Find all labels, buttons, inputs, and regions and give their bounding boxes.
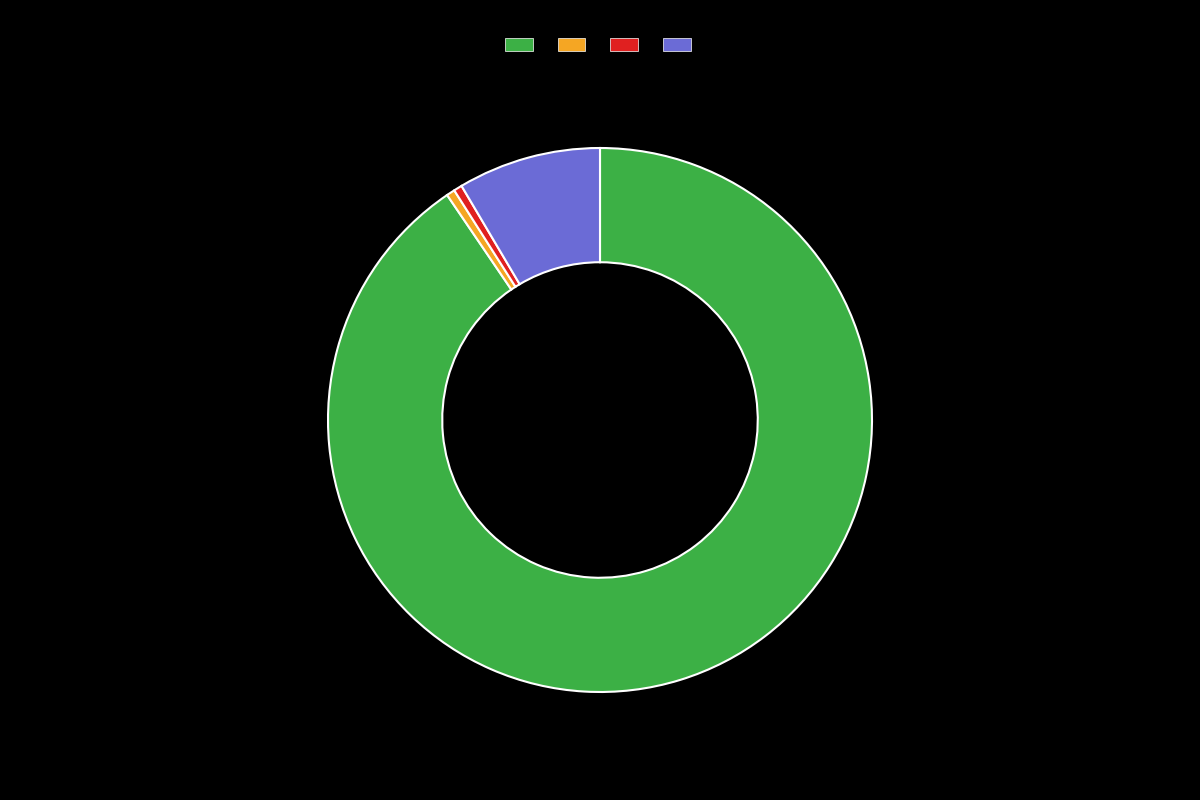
Wedge shape xyxy=(455,186,520,286)
Wedge shape xyxy=(462,148,600,284)
Legend: , , , : , , , xyxy=(499,33,701,58)
Wedge shape xyxy=(328,148,872,692)
Wedge shape xyxy=(448,190,516,290)
